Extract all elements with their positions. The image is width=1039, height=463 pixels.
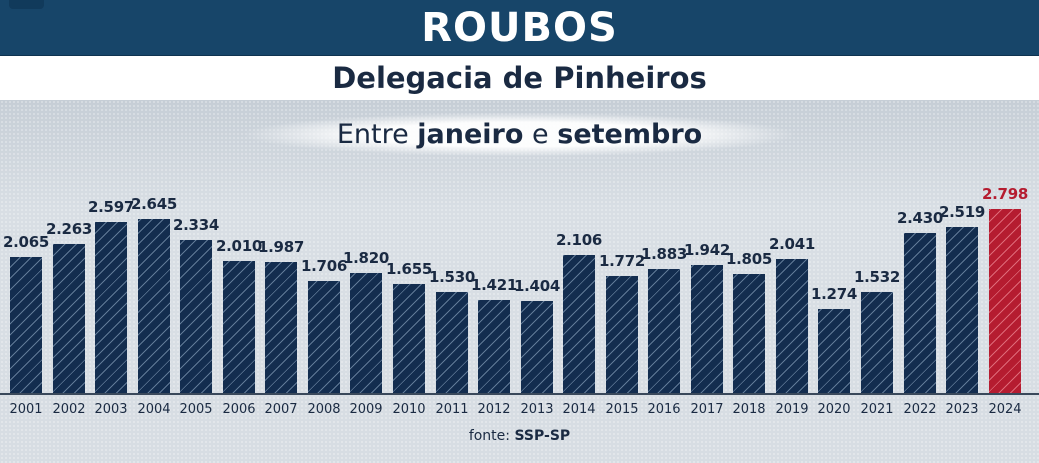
bar-2023: [946, 227, 978, 393]
value-label: 2.263: [46, 220, 92, 238]
x-tick-label: 2011: [435, 402, 469, 417]
source-label: fonte:: [468, 428, 510, 444]
bar-2008: [308, 281, 340, 393]
value-label: 2.597: [88, 198, 134, 216]
bar-2002: [53, 244, 85, 393]
value-label: 1.883: [641, 245, 687, 263]
value-label: 1.987: [258, 238, 304, 256]
value-label: 1.404: [514, 277, 560, 295]
x-tick-label: 2003: [94, 402, 128, 417]
value-label: 1.421: [471, 276, 517, 294]
bar-2003: [95, 222, 127, 393]
bar-2005: [180, 240, 212, 393]
subtitle-bar: Delegacia de Pinheiros: [0, 56, 1039, 100]
x-axis-line: [0, 393, 1039, 395]
title-bar: ROUBOS: [0, 0, 1039, 56]
period-join: e: [532, 118, 549, 150]
value-label: 2.645: [131, 195, 177, 213]
bar-2024: [989, 209, 1021, 393]
chart-background: [0, 100, 1039, 463]
bar-2017: [691, 265, 723, 393]
value-label: 1.706: [301, 257, 347, 275]
x-tick-label: 2002: [52, 402, 86, 417]
period-end: setembro: [557, 118, 703, 150]
x-tick-label: 2016: [647, 402, 681, 417]
x-tick-label: 2008: [307, 402, 341, 417]
bar-2004: [138, 219, 170, 393]
bar-2016: [648, 269, 680, 393]
bar-2019: [776, 259, 808, 393]
x-tick-label: 2001: [9, 402, 43, 417]
value-label: 2.106: [556, 231, 602, 249]
x-tick-label: 2004: [137, 402, 171, 417]
bar-2001: [10, 257, 42, 393]
value-label: 2.519: [939, 203, 985, 221]
period-box: Entre janeiro e setembro: [246, 112, 793, 156]
bar-2020: [818, 309, 850, 393]
value-label: 1.772: [599, 252, 645, 270]
x-tick-label: 2017: [690, 402, 724, 417]
chart-subtitle: Delegacia de Pinheiros: [332, 61, 707, 95]
value-label: 1.274: [811, 285, 857, 303]
value-label: 2.041: [769, 235, 815, 253]
x-tick-label: 2022: [903, 402, 937, 417]
x-tick-label: 2023: [945, 402, 979, 417]
x-tick-label: 2019: [775, 402, 809, 417]
x-tick-label: 2018: [732, 402, 766, 417]
source-note: fonte: SSP-SP: [0, 428, 1039, 444]
bar-2012: [478, 300, 510, 393]
bar-2007: [265, 262, 297, 393]
bar-2022: [904, 233, 936, 393]
value-label: 1.805: [726, 250, 772, 268]
period-caption: Entre janeiro e setembro: [0, 108, 1039, 160]
x-tick-label: 2010: [392, 402, 426, 417]
x-tick-label: 2007: [264, 402, 298, 417]
value-label: 2.010: [216, 237, 262, 255]
source-value: SSP-SP: [514, 428, 571, 444]
x-tick-label: 2015: [605, 402, 639, 417]
value-label: 2.430: [897, 209, 943, 227]
bar-2015: [606, 276, 638, 393]
bar-2006: [223, 261, 255, 393]
bar-2011: [436, 292, 468, 393]
x-tick-label: 2021: [860, 402, 894, 417]
value-label: 2.065: [3, 233, 49, 251]
x-tick-label: 2005: [179, 402, 213, 417]
x-tick-label: 2014: [562, 402, 596, 417]
value-label: 1.820: [343, 249, 389, 267]
corner-tab: [9, 0, 44, 9]
x-tick-label: 2006: [222, 402, 256, 417]
x-tick-label: 2009: [349, 402, 383, 417]
value-label: 1.532: [854, 268, 900, 286]
period-start: janeiro: [417, 118, 524, 150]
bar-2014: [563, 255, 595, 393]
value-label: 1.530: [429, 268, 475, 286]
bar-2018: [733, 274, 765, 393]
x-tick-label: 2024: [988, 402, 1022, 417]
bar-2021: [861, 292, 893, 393]
value-label: 1.942: [684, 241, 730, 259]
bar-2009: [350, 273, 382, 393]
x-tick-label: 2020: [817, 402, 851, 417]
bar-2013: [521, 301, 553, 393]
value-label: 1.655: [386, 260, 432, 278]
bar-2010: [393, 284, 425, 393]
x-tick-label: 2013: [520, 402, 554, 417]
period-prefix: Entre: [336, 118, 409, 150]
x-tick-label: 2012: [477, 402, 511, 417]
value-label: 2.798: [982, 185, 1028, 203]
chart-title: ROUBOS: [421, 4, 618, 51]
value-label: 2.334: [173, 216, 219, 234]
